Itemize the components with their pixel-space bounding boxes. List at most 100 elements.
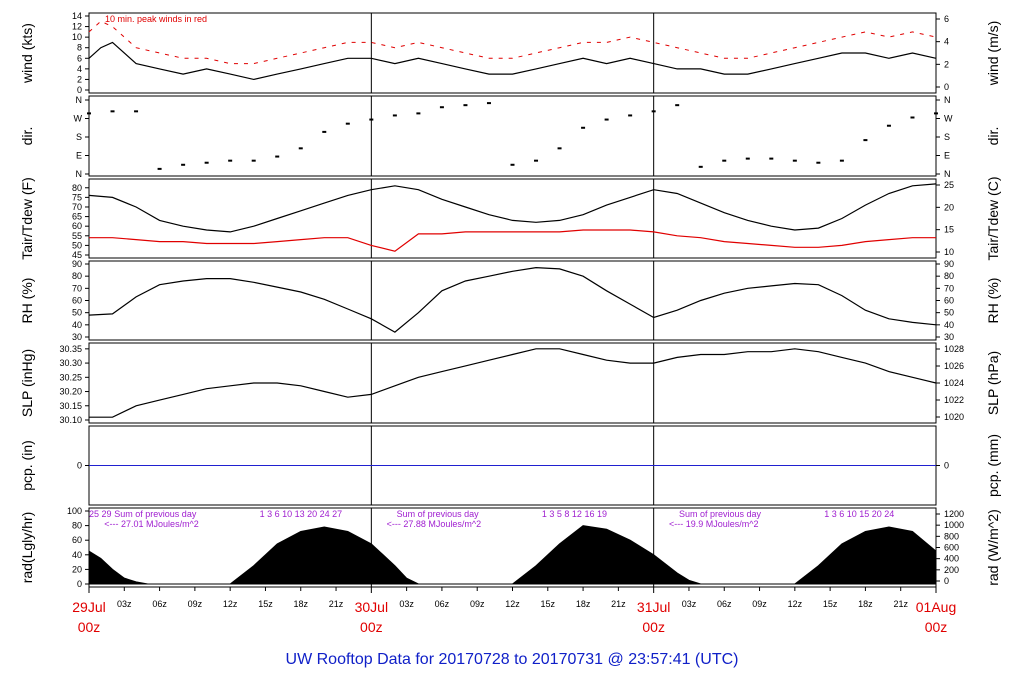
- left-tick-label: 14: [72, 11, 82, 21]
- panel-3: RH (%) RH (%) 30 40 50 60 70 80 90 30 40 50 60 70 80 90: [19, 259, 1001, 342]
- day-date-label: 31Jul: [637, 599, 670, 615]
- left-tick-label: 30.15: [59, 401, 82, 411]
- direction-point: [486, 102, 491, 105]
- left-tick-label: N: [76, 95, 83, 105]
- left-axis-label: rad(Lgly/hr): [19, 512, 35, 584]
- hour-marks: 1 3 5 8 12 16 19: [542, 509, 607, 519]
- x-tick-label: 18z: [576, 599, 591, 609]
- left-tick-label: 90: [72, 259, 82, 269]
- x-tick-label: 21z: [893, 599, 908, 609]
- right-tick-label: 400: [944, 554, 959, 564]
- direction-point: [769, 157, 774, 160]
- left-tick-label: 60: [72, 296, 82, 306]
- right-tick-label: N: [944, 95, 951, 105]
- right-tick-label: 15: [944, 225, 954, 235]
- left-tick-label: 65: [72, 212, 82, 222]
- series-direction: [87, 102, 938, 170]
- x-tick-label: 06z: [717, 599, 732, 609]
- right-tick-label: 1000: [944, 520, 964, 530]
- left-tick-label: 40: [72, 550, 82, 560]
- x-tick-label: 15z: [823, 599, 838, 609]
- left-tick-label: 30.10: [59, 415, 82, 425]
- left-tick-label: 50: [72, 240, 82, 250]
- series-10-min-peak-winds-line: [88, 20, 937, 65]
- direction-point: [628, 114, 633, 117]
- chart-footer-title: UW Rooftop Data for 20170728 to 20170731…: [285, 651, 739, 668]
- left-axis-label: Tair/Tdew (F): [19, 177, 35, 259]
- x-tick-label: 12z: [223, 599, 238, 609]
- day-hour-label: 00z: [360, 619, 383, 635]
- right-tick-label: N: [944, 169, 951, 179]
- direction-point: [110, 110, 115, 113]
- right-tick-label: S: [944, 132, 950, 142]
- x-tick-label: 21z: [329, 599, 344, 609]
- right-tick-label: 40: [944, 320, 954, 330]
- direction-point: [134, 110, 139, 113]
- day-summary-label: Sum of previous day: [397, 509, 480, 519]
- x-tick-label: 09z: [470, 599, 485, 609]
- left-axis-label: wind (kts): [19, 23, 35, 84]
- direction-point: [722, 159, 727, 162]
- right-tick-label: 1028: [944, 344, 964, 354]
- left-tick-label: 40: [72, 320, 82, 330]
- panel-5: pcp. (in) pcp. (mm) 0 0: [19, 425, 1001, 506]
- direction-point: [863, 139, 868, 142]
- direction-point: [745, 157, 750, 160]
- series-rad-area: [88, 525, 937, 585]
- right-tick-label: 60: [944, 296, 954, 306]
- left-tick-label: S: [76, 132, 82, 142]
- right-tick-label: 1200: [944, 509, 964, 519]
- panel-2: Tair/Tdew (F) Tair/Tdew (C) 45505560657075…: [19, 176, 1001, 260]
- left-tick-label: 50: [72, 308, 82, 318]
- right-axis-label: Tair/Tdew (C): [985, 176, 1001, 260]
- x-tick-label: 03z: [682, 599, 697, 609]
- left-tick-label: 80: [72, 521, 82, 531]
- right-tick-label: 200: [944, 565, 959, 575]
- right-tick-label: 1026: [944, 361, 964, 371]
- direction-point: [87, 112, 91, 115]
- left-axis-label: pcp. (in): [19, 440, 35, 491]
- direction-point: [439, 106, 444, 109]
- left-tick-label: 100: [67, 506, 82, 516]
- direction-point: [581, 126, 586, 129]
- x-tick-label: 06z: [152, 599, 167, 609]
- direction-point: [934, 112, 938, 115]
- direction-point: [322, 130, 327, 133]
- direction-point: [557, 147, 562, 150]
- day-summary-value: <--- 27.01 MJoules/m^2: [104, 519, 199, 529]
- series-wind-line: [88, 41, 937, 81]
- direction-point: [416, 112, 421, 115]
- hour-marks: 1 3 6 10 13 20 24 27: [260, 509, 343, 519]
- direction-point: [392, 114, 397, 117]
- series-tair-line: [88, 183, 937, 233]
- left-tick-label: 45: [72, 250, 82, 260]
- left-tick-label: 0: [77, 461, 82, 471]
- day-hour-label: 00z: [78, 619, 101, 635]
- x-tick-label: 15z: [258, 599, 273, 609]
- x-tick-label: 15z: [541, 599, 556, 609]
- day-summary-label: Sum of previous day: [114, 509, 197, 519]
- left-tick-label: 60: [72, 221, 82, 231]
- right-tick-label: 0: [944, 576, 949, 586]
- x-tick-label: 03z: [117, 599, 132, 609]
- left-tick-label: 30: [72, 332, 82, 342]
- day-date-label: 01Aug: [916, 599, 956, 615]
- direction-point: [345, 122, 350, 125]
- right-tick-label: W: [944, 114, 953, 124]
- x-tick-label: 09z: [188, 599, 203, 609]
- left-tick-label: 70: [72, 283, 82, 293]
- right-tick-label: 4: [944, 37, 949, 47]
- series-slp-line: [89, 348, 937, 418]
- hour-marks: 25 29: [89, 509, 112, 519]
- right-tick-label: 0: [944, 82, 949, 92]
- direction-point: [886, 124, 891, 127]
- peak-winds-note: 10 min. peak winds in red: [105, 14, 207, 24]
- right-axis-label: RH (%): [985, 278, 1001, 324]
- direction-point: [604, 118, 609, 121]
- right-axis-label: wind (m/s): [985, 21, 1001, 87]
- left-tick-label: 10: [72, 32, 82, 42]
- right-tick-label: 600: [944, 543, 959, 553]
- day-date-label: 30Jul: [355, 599, 388, 615]
